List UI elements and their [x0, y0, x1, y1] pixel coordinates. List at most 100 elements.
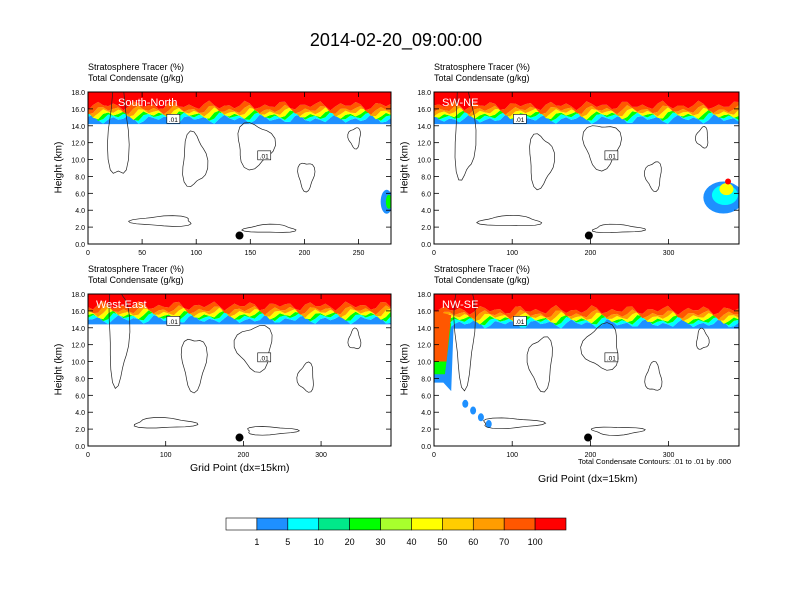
x-tick-label: 200	[238, 452, 250, 459]
y-tick-label: 6.0	[421, 191, 431, 198]
tracer-intrusion-peak	[725, 178, 732, 185]
tracer-band-5	[88, 300, 391, 316]
colorbar-label-4: 30	[376, 537, 386, 547]
condensate-contour-4	[347, 327, 362, 350]
figure-title: 2014-02-20_09:00:00	[309, 30, 483, 50]
x-tick-label: 300	[663, 250, 675, 257]
contour-label-box-0	[166, 114, 181, 124]
panel-name: West-East	[96, 299, 147, 311]
y-tick-label: 14.0	[71, 326, 85, 333]
contour-label-1: .01	[260, 153, 269, 160]
panel-2-subtitle-condensate: Total Condensate (g/kg)	[434, 73, 530, 83]
condensate-contour-3	[644, 161, 662, 192]
y-tick-label: 4.0	[421, 410, 431, 417]
condensate-contour-6	[247, 426, 301, 436]
contour-label-1: .01	[260, 355, 269, 362]
tracer-fold-core	[434, 310, 452, 362]
panel-1-subtitle-condensate: Total Condensate (g/kg)	[88, 73, 184, 83]
location-marker	[584, 433, 593, 442]
contour-label-box-1	[257, 352, 272, 363]
panel-1-plot: .01 .01	[88, 92, 391, 244]
y-tick-label: 12.0	[417, 343, 431, 350]
colorbar-label-8: 70	[499, 537, 509, 547]
y-tick-label: 8.0	[421, 174, 431, 181]
x-tick-label: 100	[160, 452, 172, 459]
tracer-band-0	[434, 318, 739, 329]
x-tick-label: 0	[86, 452, 90, 459]
plot-frame	[87, 293, 392, 447]
colorbar-label-7: 60	[468, 537, 478, 547]
condensate-contour-3	[297, 162, 316, 193]
tracer-blob-2	[477, 413, 484, 422]
condensate-contour-1	[182, 130, 209, 187]
tracer-band-4	[434, 309, 739, 322]
colorbar-swatch-10	[534, 517, 567, 531]
tracer-blob-0	[462, 399, 469, 408]
colorbar-label-6: 50	[437, 537, 447, 547]
colorbar-label-5: 40	[406, 537, 416, 547]
tracer-band-6	[434, 294, 739, 315]
y-tick-label: 2.0	[421, 225, 431, 232]
panel-3-plot: .01 .01	[88, 294, 391, 446]
y-tick-label: 6.0	[75, 191, 85, 198]
panel-4-xlabel: Grid Point (dx=15km)	[538, 473, 638, 485]
condensate-contour-1	[529, 133, 556, 191]
y-tick-label: 4.0	[421, 208, 431, 215]
condensate-contour-2	[582, 125, 622, 172]
colorbar-label-1: 5	[285, 537, 290, 547]
tracer-blob-3	[485, 420, 492, 429]
x-tick-label: 300	[315, 452, 327, 459]
condensate-contour-5	[483, 417, 547, 430]
condensate-contour-5	[133, 417, 199, 429]
x-tick-label: 150	[244, 250, 256, 257]
x-tick-label: 100	[506, 452, 518, 459]
panel-1-subtitle: Stratosphere Tracer (%) Total Condensate…	[88, 62, 184, 84]
y-tick-label: 10.0	[71, 360, 85, 367]
y-tick-label: 6.0	[75, 393, 85, 400]
contour-label-0: .01	[515, 319, 524, 326]
tracer-band-4	[88, 305, 391, 318]
tracer-intrusion-core	[385, 194, 391, 209]
tracer-band-4	[434, 104, 739, 118]
y-tick-label: 12.0	[71, 141, 85, 148]
colorbar-label-0: 1	[254, 537, 259, 547]
panel-name: NW-SE	[442, 299, 478, 311]
tracer-band-6	[88, 92, 391, 111]
panel-3-xlabel: Grid Point (dx=15km)	[190, 462, 290, 474]
y-tick-label: 10.0	[417, 360, 431, 367]
y-tick-label: 18.0	[71, 292, 85, 299]
x-tick-label: 200	[299, 250, 311, 257]
y-tick-label: 10.0	[71, 158, 85, 165]
y-tick-label: 10.0	[417, 158, 431, 165]
y-tick-label: 0.0	[75, 242, 85, 249]
x-tick-label: 250	[353, 250, 365, 257]
colorbar-swatch-2	[287, 517, 320, 531]
plot-frame	[87, 91, 392, 245]
y-tick-label: 14.0	[417, 124, 431, 131]
panel-3: .01 .01 West-East 0.0 2.0 4.0 6.0 8.0 10.0 12.0 14…	[71, 292, 392, 459]
contour-label-box-1	[604, 352, 619, 363]
colorbar-swatch-0	[225, 517, 258, 531]
condensate-contour-4	[695, 126, 709, 149]
panel-4-subtitle: Stratosphere Tracer (%) Total Condensate…	[434, 264, 530, 286]
tracer-band-1	[434, 112, 739, 124]
tracer-band-0	[88, 314, 391, 325]
condensate-contour-2	[233, 325, 273, 373]
y-tick-label: 18.0	[417, 292, 431, 299]
condensate-contour-4	[347, 127, 361, 150]
colorbar-label-3: 20	[345, 537, 355, 547]
contour-label-box-0	[166, 316, 181, 326]
colorbar-swatch-3	[318, 517, 350, 531]
panel-2-subtitle-tracer: Stratosphere Tracer (%)	[434, 62, 531, 72]
contour-label-box-1	[257, 150, 272, 161]
contour-label-0: .01	[515, 117, 524, 124]
tracer-band-5	[88, 100, 391, 115]
tracer-band-3	[434, 107, 739, 120]
colorbar-swatch-9	[503, 517, 536, 531]
x-tick-label: 0	[432, 250, 436, 257]
y-tick-label: 2.0	[75, 427, 85, 434]
tracer-band-2	[88, 310, 391, 322]
tracer-intrusion-core	[719, 183, 734, 196]
tracer-band-3	[88, 107, 391, 120]
y-tick-label: 16.0	[417, 107, 431, 114]
